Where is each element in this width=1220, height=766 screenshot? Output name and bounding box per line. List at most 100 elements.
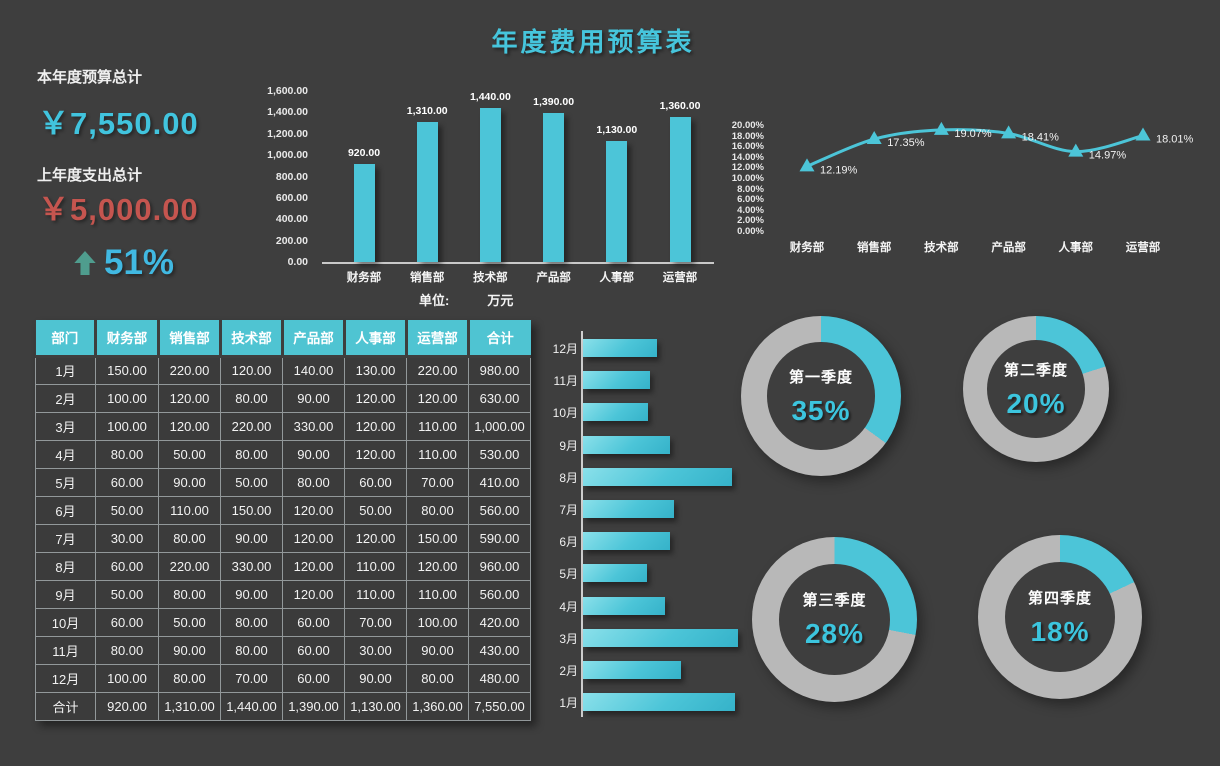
- value-cell: 90.00: [406, 635, 469, 665]
- donut-q2-label: 第二季度: [1003, 361, 1068, 379]
- y-tick-label: 16.00%: [731, 141, 764, 153]
- category-label: 技术部: [473, 272, 508, 284]
- value-cell: 150.00: [95, 355, 159, 385]
- value-cell: 110.00: [344, 551, 407, 581]
- donut-q4-value: 18%: [1030, 615, 1090, 647]
- value-cell: 80.00: [95, 635, 159, 665]
- value-cell: 100.00: [95, 383, 159, 413]
- hbar-bar: [583, 628, 738, 647]
- column-header: 部门: [35, 320, 97, 358]
- category-label: 销售部: [856, 242, 892, 254]
- data-point-marker: [1135, 127, 1151, 141]
- y-tick-label: 4.00%: [737, 204, 764, 216]
- data-point-marker: [1068, 143, 1084, 157]
- category-label: 人事部: [1058, 242, 1094, 254]
- bar: [669, 116, 691, 262]
- value-cell: 140.00: [282, 355, 345, 385]
- month-label: 4月: [559, 599, 578, 614]
- column-header: 产品部: [282, 320, 346, 358]
- month-label: 7月: [559, 503, 578, 517]
- value-cell: 590.00: [468, 523, 531, 553]
- value-cell: 80.00: [95, 439, 159, 469]
- data-point-label: 12.19%: [820, 164, 858, 176]
- value-cell: 80.00: [220, 383, 283, 413]
- value-cell: 90.00: [220, 579, 283, 609]
- value-cell: 90.00: [158, 635, 221, 665]
- month-label: 6月: [559, 535, 578, 550]
- month-label: 3月: [559, 631, 578, 646]
- value-cell: 1,390.00: [282, 691, 345, 721]
- row-header-cell: 7月: [35, 523, 96, 553]
- value-cell: 60.00: [95, 607, 159, 637]
- value-cell: 90.00: [344, 663, 407, 693]
- bar-value-label: 1,310.00: [406, 104, 448, 117]
- value-cell: 110.00: [406, 579, 469, 609]
- hbar-bar: [583, 435, 670, 454]
- row-header-cell: 6月: [35, 495, 96, 525]
- row-header-cell: 1月: [35, 355, 96, 385]
- row-header-cell: 8月: [35, 551, 96, 581]
- value-cell: 220.00: [158, 551, 221, 581]
- value-cell: 60.00: [282, 635, 345, 665]
- y-tick-label: 6.00%: [737, 194, 764, 206]
- category-label: 财务部: [789, 242, 825, 254]
- value-cell: 960.00: [468, 551, 531, 581]
- y-tick-label: 800.00: [275, 170, 308, 183]
- value-cell: 420.00: [468, 607, 531, 637]
- value-cell: 90.00: [282, 439, 345, 469]
- donut-q1: 第一季度 35%: [741, 316, 901, 476]
- value-cell: 80.00: [158, 663, 221, 693]
- spend-total-value: ￥5,000.00: [38, 192, 199, 227]
- value-cell: 30.00: [95, 523, 159, 553]
- data-point-marker: [933, 121, 949, 135]
- value-cell: 90.00: [220, 523, 283, 553]
- value-cell: 120.00: [344, 411, 407, 441]
- table-row: 7月 30.00 80.00 90.00 120.00 120.00 150.00 590.0…: [35, 523, 531, 553]
- value-cell: 100.00: [406, 607, 469, 637]
- table-row: 11月 80.00 90.00 80.00 60.00 30.00 90.00 430.00: [35, 635, 531, 665]
- month-label: 12月: [552, 342, 578, 356]
- bar-chart-y-axis: 1,600.00 1,400.00 1,200.00 1,000.00 800.00 60…: [252, 85, 314, 286]
- value-cell: 220.00: [406, 355, 469, 385]
- y-tick-label: 0.00%: [737, 226, 764, 237]
- unit-label: 单位:: [419, 293, 450, 308]
- row-header-cell: 11月: [35, 635, 96, 665]
- value-cell: 920.00: [95, 691, 159, 721]
- monthly-hbar-chart: [583, 331, 763, 717]
- table-row: 3月 100.00 120.00 220.00 330.00 120.00 110.00 1,…: [35, 411, 531, 441]
- column-header: 合计: [468, 320, 531, 358]
- up-arrow-icon: [74, 251, 96, 275]
- unit-value: 万元: [487, 293, 514, 308]
- value-cell: 50.00: [95, 495, 159, 525]
- value-cell: 1,000.00: [468, 411, 531, 441]
- unit-note: 单位: 万元: [419, 290, 513, 309]
- category-label: 运营部: [1125, 242, 1161, 254]
- value-cell: 120.00: [282, 523, 345, 553]
- y-tick-label: 20.00%: [731, 120, 764, 131]
- spend-total-label: 上年度支出总计: [37, 167, 143, 184]
- value-cell: 1,440.00: [220, 691, 283, 721]
- value-cell: 220.00: [220, 411, 283, 441]
- value-cell: 70.00: [344, 607, 407, 637]
- donut-q3-value: 28%: [804, 618, 865, 649]
- department-bar-chart: 920.00 财务部 1,310.00 销售部 1,440.00 技术部 1,390.00 产…: [322, 86, 718, 296]
- row-header-cell: 4月: [35, 439, 96, 469]
- donut-q4: 第四季度 18%: [978, 535, 1142, 699]
- value-cell: 120.00: [282, 551, 345, 581]
- y-tick-label: 8.00%: [737, 183, 764, 195]
- y-tick-label: 600.00: [275, 191, 308, 204]
- hbar-chart-axis: [581, 331, 583, 717]
- y-tick-label: 18.00%: [731, 130, 764, 142]
- value-cell: 560.00: [468, 579, 531, 609]
- value-cell: 220.00: [158, 355, 221, 385]
- table-row: 10月 60.00 50.00 80.00 60.00 70.00 100.00 420.00: [35, 607, 531, 637]
- category-label: 产品部: [991, 242, 1026, 254]
- value-cell: 130.00: [344, 355, 407, 385]
- y-tick-label: 1,200.00: [267, 127, 308, 140]
- row-header-cell: 9月: [35, 579, 96, 609]
- budget-total-value: ￥7,550.00: [38, 106, 199, 141]
- row-header-cell: 3月: [35, 411, 96, 441]
- value-cell: 80.00: [220, 439, 283, 469]
- y-tick-label: 14.00%: [731, 151, 764, 163]
